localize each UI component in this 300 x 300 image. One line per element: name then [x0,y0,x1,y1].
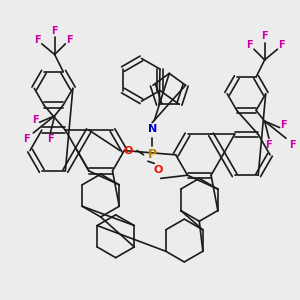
Text: F: F [246,40,253,50]
Text: F: F [280,121,287,130]
Text: P: P [148,148,157,161]
Text: F: F [51,26,58,36]
Text: F: F [278,40,285,50]
Text: O: O [154,165,163,175]
Text: F: F [32,115,39,125]
Text: F: F [34,34,41,44]
Text: O: O [124,146,133,155]
Text: F: F [23,134,30,144]
Text: F: F [289,140,296,150]
Text: F: F [47,134,54,144]
Text: N: N [148,124,157,134]
Text: F: F [66,34,73,44]
Text: F: F [261,31,268,41]
Text: F: F [266,140,272,150]
